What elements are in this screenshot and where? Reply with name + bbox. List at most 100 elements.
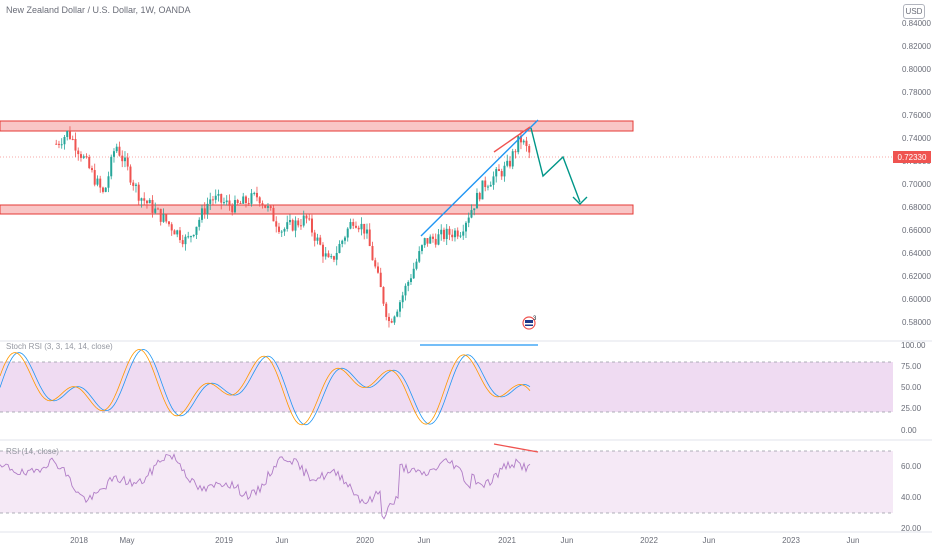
candle-body	[495, 169, 498, 177]
candle-body	[132, 182, 135, 186]
candle-body	[156, 208, 159, 210]
candle-body	[467, 217, 470, 223]
candle-body	[165, 214, 168, 222]
candle-body	[211, 199, 214, 201]
red-divergence-line[interactable]	[493, 126, 531, 153]
candle-body	[415, 261, 418, 269]
price-axis[interactable]: 0.84000 0.82000 0.80000 0.78000 0.76000 0.740…	[902, 19, 931, 327]
price-tick-label: 0.80000	[902, 65, 931, 74]
candle-body	[481, 180, 484, 200]
candle-body	[209, 199, 212, 204]
time-tick-label: 2023	[782, 536, 800, 545]
resistance-zone[interactable]	[0, 120, 634, 132]
candle-body	[85, 156, 88, 158]
candle-body	[288, 220, 291, 223]
candle-body	[374, 260, 377, 267]
candle-body	[352, 222, 355, 226]
symbol-title: New Zealand Dollar / U.S. Dollar, 1W, OA…	[6, 5, 191, 15]
candle-body	[236, 200, 239, 204]
candle-body	[239, 203, 242, 205]
stoch-band	[0, 362, 893, 412]
candle-body	[305, 215, 308, 219]
price-tick-label: 0.76000	[902, 111, 931, 120]
candle-body	[198, 219, 201, 227]
event-flag-icon[interactable]: 3	[522, 316, 537, 330]
projection-path[interactable]	[530, 127, 581, 203]
candle-body	[511, 151, 514, 167]
candle-body	[442, 229, 445, 240]
candle-body	[420, 245, 423, 252]
candle-body	[338, 243, 341, 253]
candle-body	[308, 218, 311, 220]
candle-body	[368, 229, 371, 247]
candle-body	[363, 223, 366, 234]
candle-body	[99, 178, 102, 188]
candle-body	[376, 266, 379, 273]
candle-body	[387, 316, 390, 322]
candle-body	[324, 253, 327, 257]
support-zone[interactable]	[0, 204, 634, 215]
candle-body	[68, 130, 71, 139]
candle-body	[134, 184, 137, 186]
candle-body	[143, 198, 146, 201]
candle-body	[445, 228, 448, 240]
candle-body	[423, 238, 426, 246]
candle-body	[451, 234, 454, 238]
candle-body	[277, 226, 280, 232]
event-count: 3	[533, 316, 537, 322]
candle-body	[250, 193, 253, 204]
candle-body	[151, 199, 154, 213]
candle-body	[280, 231, 283, 233]
price-tick-label: 0.60000	[902, 295, 931, 304]
time-tick-label: 2018	[70, 536, 88, 545]
candle-body	[478, 192, 481, 200]
candle-body	[497, 169, 500, 172]
candle-body	[225, 200, 228, 203]
price-tick-label: 0.66000	[902, 226, 931, 235]
candle-body	[167, 221, 170, 225]
time-tick-label: Jun	[703, 536, 716, 545]
candle-body	[459, 235, 462, 237]
candle-body	[247, 203, 250, 205]
candle-body	[316, 237, 319, 241]
candle-body	[456, 230, 459, 237]
price-tick-label: 0.82000	[902, 42, 931, 51]
rising-trendline[interactable]	[420, 119, 539, 237]
candle-body	[360, 223, 363, 230]
currency-badge[interactable]: USD	[903, 4, 925, 19]
stoch-tick-label: 50.00	[901, 383, 922, 392]
time-tick-label: Jun	[847, 536, 860, 545]
candle-body	[283, 228, 286, 232]
time-axis[interactable]: 2018 May 2019 Jun 2020 Jun 2021 Jun 2022 Jun 2023 J…	[70, 536, 859, 545]
rsi-line	[0, 453, 531, 520]
stoch-tick-label: 25.00	[901, 404, 922, 413]
candle-body	[302, 215, 305, 226]
candle-body	[371, 246, 374, 261]
current-price-tag: 0.72330	[893, 151, 931, 163]
projection-arrowhead	[572, 196, 588, 205]
rsi-tick-label: 20.00	[901, 524, 922, 533]
rsi-red-divergence-line[interactable]	[493, 443, 539, 453]
candle-body	[269, 206, 272, 208]
candle-body	[462, 231, 465, 236]
time-tick-label: Jun	[276, 536, 289, 545]
candle-body	[346, 228, 349, 238]
candle-body	[231, 205, 234, 213]
rsi-label[interactable]: RSI (14, close)	[6, 447, 59, 456]
candle-body	[517, 135, 520, 153]
candle-body	[118, 146, 121, 156]
price-tick-label: 0.78000	[902, 88, 931, 97]
candle-body	[519, 135, 522, 143]
stoch-rsi-label[interactable]: Stoch RSI (3, 3, 14, 14, close)	[6, 342, 113, 351]
rsi-band	[0, 451, 893, 513]
candle-body	[214, 195, 217, 200]
price-tick-label: 0.84000	[902, 19, 931, 28]
candle-body	[525, 140, 528, 147]
candle-body	[145, 200, 148, 204]
candle-body	[500, 171, 503, 177]
candle-body	[398, 302, 401, 312]
candle-body	[79, 154, 82, 158]
candle-body	[77, 150, 80, 155]
